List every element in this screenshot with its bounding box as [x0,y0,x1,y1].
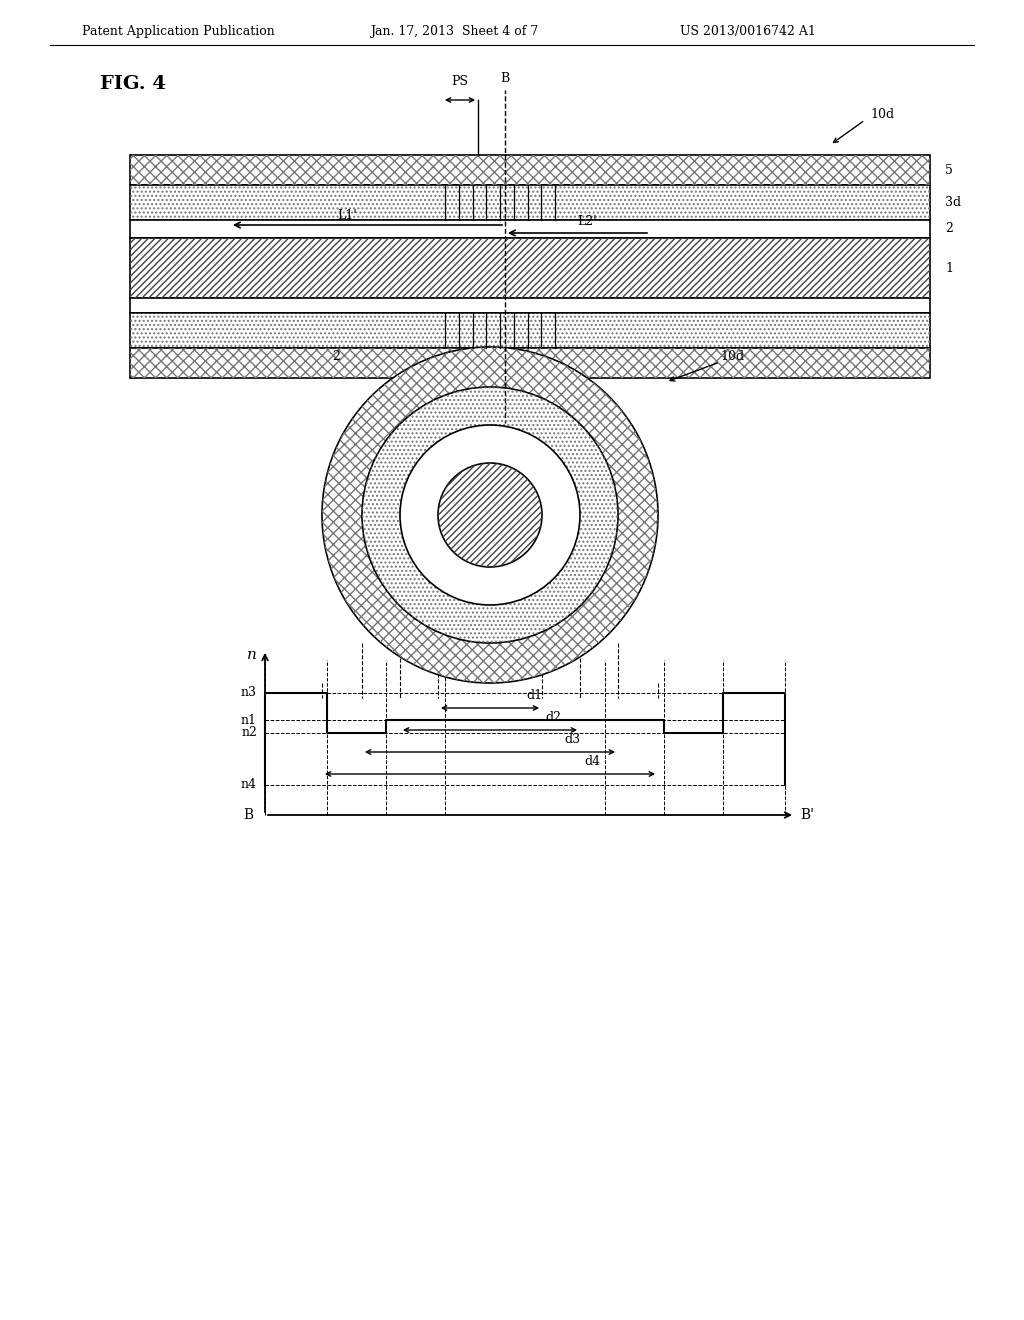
Bar [130,313,930,348]
Text: 5: 5 [505,355,513,368]
Bar [130,220,930,238]
Text: n1: n1 [241,714,257,726]
Bar [130,154,930,185]
Bar [130,185,930,220]
Bar [130,348,930,378]
Circle shape [362,387,618,643]
Text: d1: d1 [526,689,542,702]
Circle shape [438,463,542,568]
Text: n3: n3 [241,686,257,700]
Text: PS: PS [452,75,469,88]
Text: 1: 1 [498,426,506,440]
Text: 3d: 3d [518,375,535,388]
Circle shape [322,347,658,682]
Text: d2: d2 [545,711,561,723]
Bar [130,185,930,220]
Text: L1': L1' [338,209,357,222]
Bar [130,238,930,298]
Bar [130,313,930,348]
Text: d3: d3 [564,733,581,746]
Text: L2': L2' [578,215,597,228]
Text: 10d: 10d [720,351,744,363]
Text: 2: 2 [332,351,340,363]
Text: n: n [247,648,257,663]
Text: 5: 5 [945,164,953,177]
Text: 4d: 4d [520,401,537,414]
Text: Patent Application Publication: Patent Application Publication [82,25,274,38]
Text: B': B' [499,429,511,442]
Text: B: B [501,73,510,84]
Bar [130,154,930,185]
Text: FIG. 4: FIG. 4 [100,75,166,92]
Text: 2: 2 [945,223,953,235]
Text: n4: n4 [241,779,257,792]
Circle shape [400,425,580,605]
Bar [130,298,930,313]
Text: B': B' [800,808,814,822]
Text: Jan. 17, 2013  Sheet 4 of 7: Jan. 17, 2013 Sheet 4 of 7 [370,25,539,38]
Text: 1: 1 [945,261,953,275]
Bar [130,348,930,378]
Text: US 2013/0016742 A1: US 2013/0016742 A1 [680,25,816,38]
Text: B: B [243,808,253,822]
Text: n2: n2 [241,726,257,739]
Text: d4: d4 [584,755,600,768]
Text: 3d: 3d [945,195,962,209]
Bar [130,238,930,298]
Text: 10d: 10d [870,108,894,121]
